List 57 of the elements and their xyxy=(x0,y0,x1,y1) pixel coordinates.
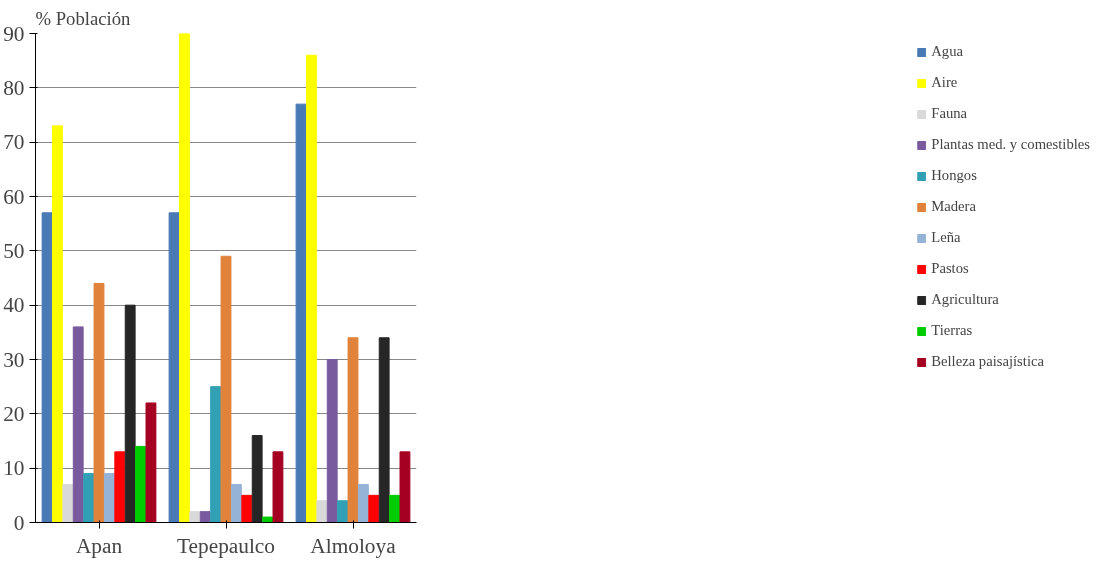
bar xyxy=(326,359,338,523)
legend-label: Tierras xyxy=(931,322,973,339)
bar xyxy=(41,212,53,523)
legend-label: Fauna xyxy=(931,105,968,122)
legend-label: Belleza paisajística xyxy=(931,353,1044,370)
y-tick-label: 40 xyxy=(3,293,25,318)
bar xyxy=(93,282,105,523)
bar xyxy=(378,337,390,523)
y-tick-label: 50 xyxy=(3,238,25,263)
bar xyxy=(316,500,328,523)
bar xyxy=(124,304,136,523)
bar xyxy=(295,103,307,523)
bar xyxy=(389,494,400,523)
bar xyxy=(179,33,190,523)
y-tick-label: 70 xyxy=(3,130,25,155)
bar xyxy=(368,494,380,523)
bar xyxy=(210,386,222,523)
legend-label: Agricultura xyxy=(931,291,999,308)
y-tick-label: 90 xyxy=(3,21,25,46)
bar xyxy=(230,483,242,523)
y-axis-title: % Población xyxy=(35,7,131,29)
y-tick-label: 20 xyxy=(3,401,25,426)
bar xyxy=(337,500,349,523)
bar xyxy=(62,483,74,523)
bar xyxy=(399,451,411,523)
bar xyxy=(189,511,201,523)
legend-label: Aire xyxy=(931,74,958,91)
bar xyxy=(251,435,263,523)
bar xyxy=(145,402,157,523)
bar xyxy=(272,451,284,523)
y-tick-label: 0 xyxy=(13,510,25,535)
bar xyxy=(103,473,115,523)
legend-label: Madera xyxy=(931,198,977,215)
bar xyxy=(347,337,359,523)
bar xyxy=(83,473,95,523)
bar xyxy=(168,212,180,523)
y-tick-label: 30 xyxy=(3,347,25,372)
x-tick-label: Apan xyxy=(75,533,123,558)
legend-label: Agua xyxy=(931,43,963,60)
bar xyxy=(357,483,369,523)
legend-label: Plantas med. y comestibles xyxy=(931,136,1090,153)
bar xyxy=(220,255,232,523)
bar xyxy=(262,516,273,523)
y-tick-label: 60 xyxy=(3,184,25,209)
bar xyxy=(135,445,146,523)
y-tick-label: 10 xyxy=(3,456,25,481)
legend-label: Hongos xyxy=(931,167,977,184)
y-tick-label: 80 xyxy=(3,75,25,100)
bar xyxy=(306,54,317,523)
x-tick-label: Tepepaulco xyxy=(177,533,276,558)
bar xyxy=(52,125,63,523)
bar xyxy=(114,451,126,523)
bar xyxy=(241,494,253,523)
x-tick-label: Almoloya xyxy=(310,533,397,558)
legend-label: Leña xyxy=(931,229,961,246)
bar xyxy=(72,326,84,523)
legend-label: Pastos xyxy=(931,260,969,277)
